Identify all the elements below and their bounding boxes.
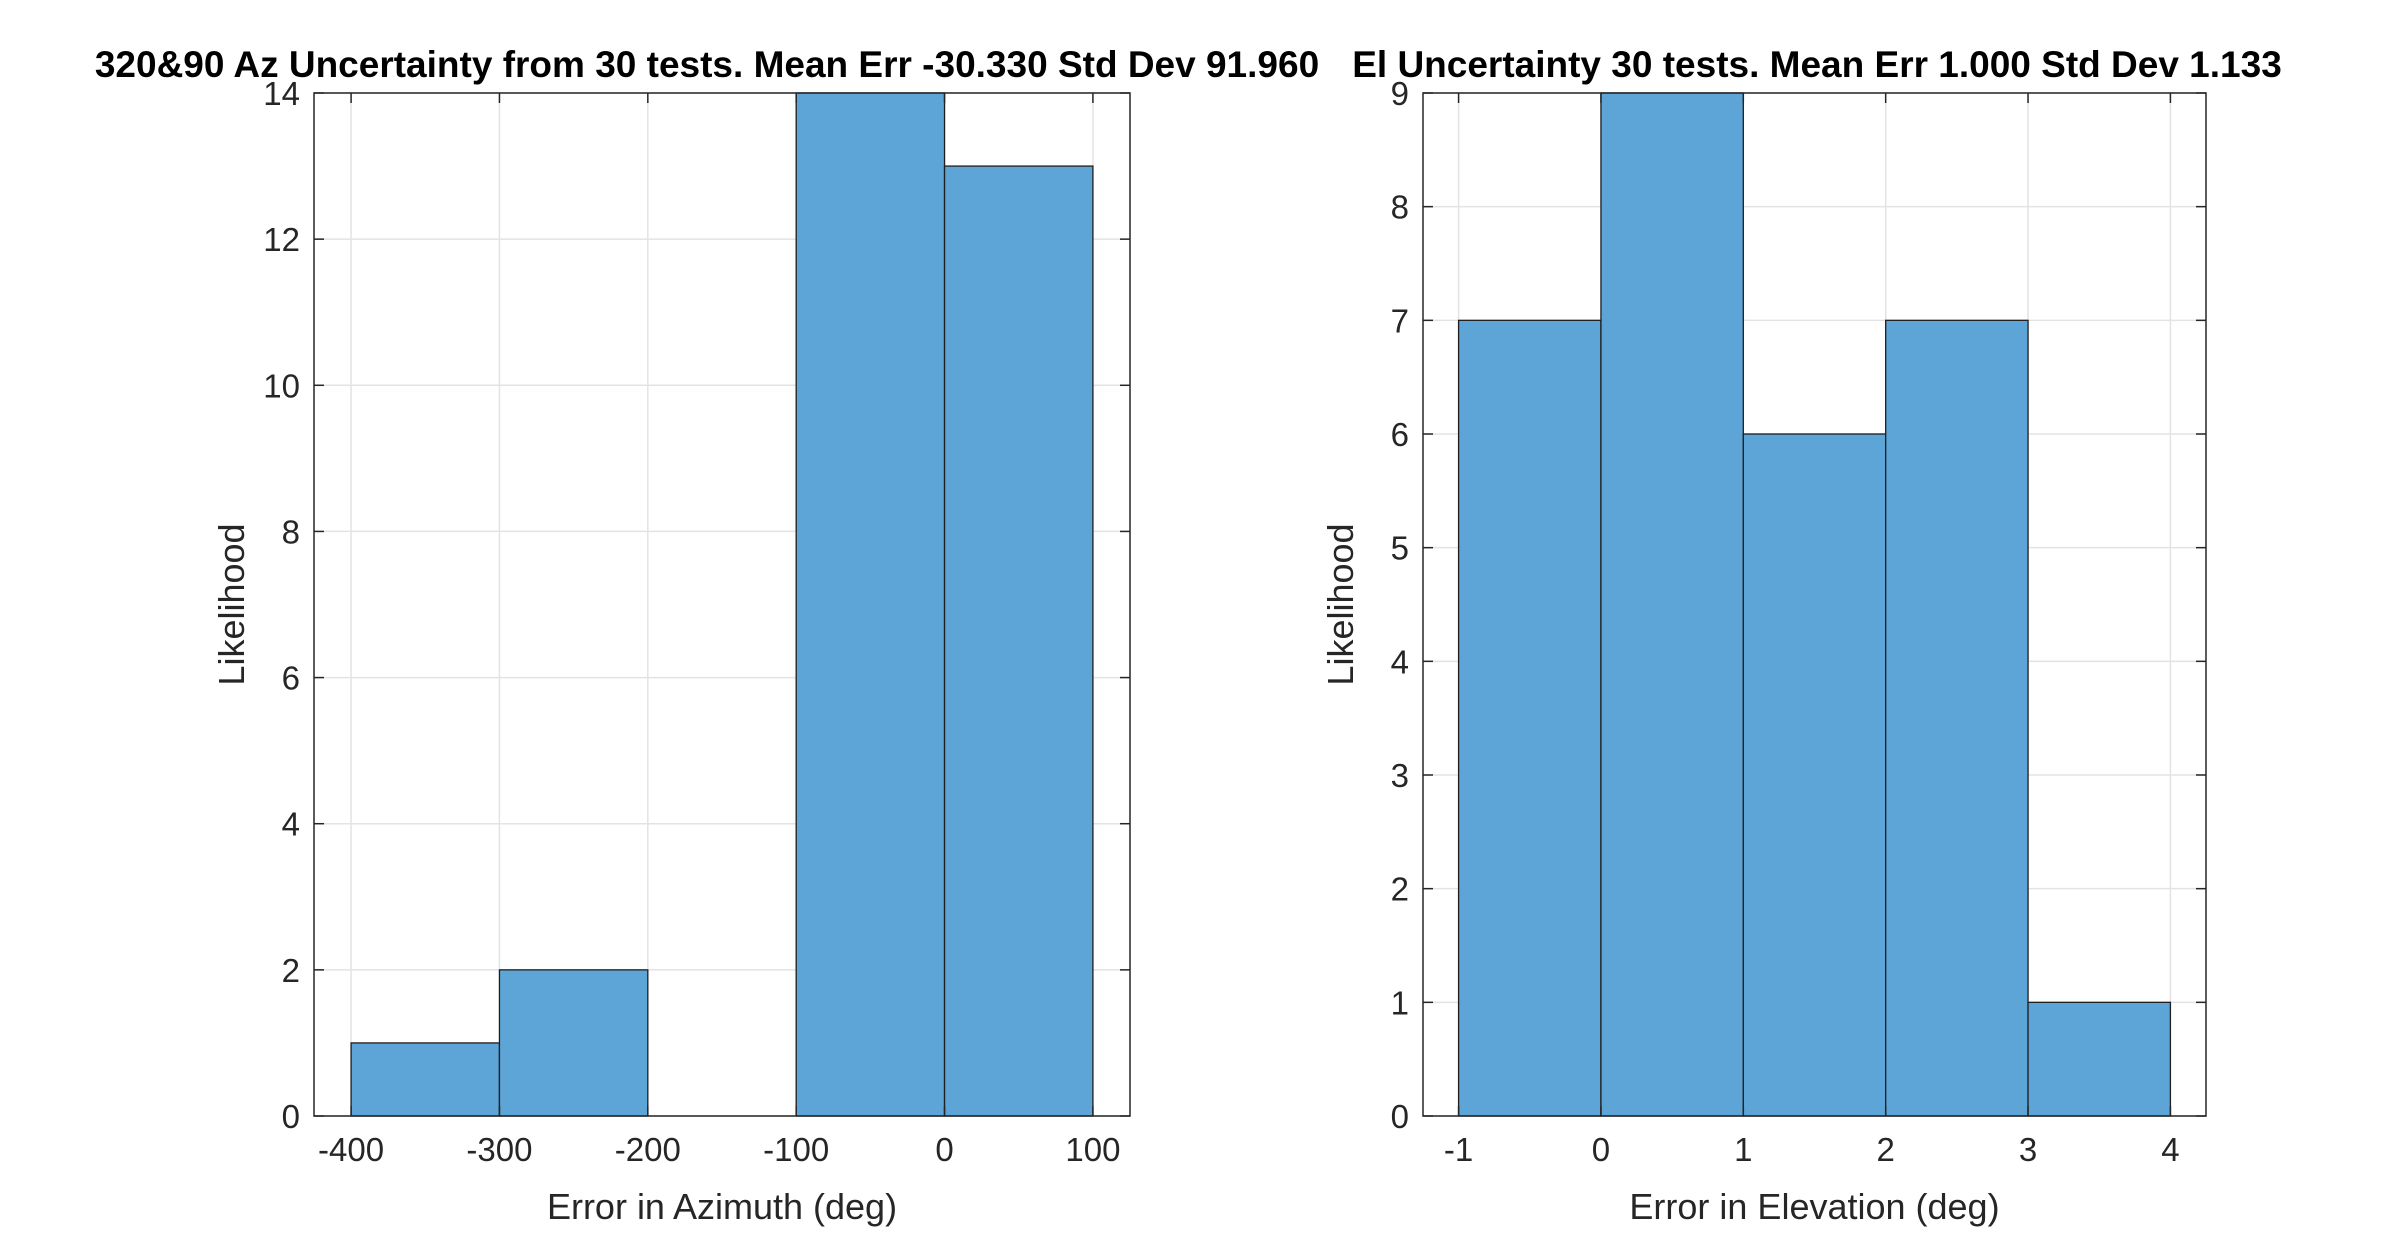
- y-tick-label: 2: [1391, 871, 1409, 908]
- x-tick-label: 2: [1877, 1131, 1895, 1168]
- chart-2: -1 0 1 2 3 4 0 1 2 3 4 5 6 7 8 9 Error in Elevation (deg…: [1320, 44, 2282, 1227]
- histogram-bar: [1742, 433, 1887, 1117]
- y-tick-label: 0: [1391, 1098, 1409, 1135]
- x-tick-label: 3: [2019, 1131, 2037, 1168]
- chart-title: El Uncertainty 30 tests. Mean Err 1.000 …: [1352, 44, 2282, 85]
- y-tick-label: 4: [1391, 643, 1409, 680]
- chart-1: -400 -300 -200 -100 0 100 0 2 4 6 8 10 12 14 Error in …: [95, 44, 1319, 1227]
- y-tick-label: 3: [1391, 757, 1409, 794]
- histogram-bar: [1457, 319, 1602, 1117]
- x-tick-label: 100: [1065, 1131, 1120, 1168]
- histogram-bar: [350, 1042, 501, 1117]
- chart-title: 320&90 Az Uncertainty from 30 tests. Mea…: [95, 44, 1319, 85]
- x-tick-label: 1: [1734, 1131, 1752, 1168]
- y-tick-label: 0: [282, 1098, 300, 1135]
- y-axis-label: Likelihood: [211, 523, 252, 685]
- histogram-bar: [2027, 1001, 2172, 1117]
- x-axis-label: Error in Elevation (deg): [1629, 1186, 1999, 1227]
- y-tick-label: 7: [1391, 302, 1409, 339]
- plot-frame: [313, 92, 1131, 1117]
- y-tick-label: 9: [1391, 75, 1409, 112]
- histogram-bar: [1600, 92, 1744, 1117]
- y-tick-label: 1: [1391, 984, 1409, 1021]
- y-tick-label: 2: [282, 952, 300, 989]
- x-tick-label: -300: [466, 1131, 532, 1168]
- x-tick-label: 0: [935, 1131, 953, 1168]
- x-tick-label: 4: [2161, 1131, 2179, 1168]
- y-tick-label: 12: [263, 221, 300, 258]
- y-tick-label: 10: [263, 367, 300, 404]
- x-axis-label: Error in Azimuth (deg): [547, 1186, 897, 1227]
- histogram-bar: [943, 165, 1094, 1117]
- y-axis-label: Likelihood: [1320, 523, 1361, 685]
- plot-frame: [1422, 92, 2207, 1117]
- y-tick-label: 14: [263, 75, 300, 112]
- x-tick-label: 0: [1592, 1131, 1610, 1168]
- histogram-bar: [795, 92, 946, 1117]
- x-tick-label: -100: [763, 1131, 829, 1168]
- histogram-bar: [1885, 319, 2029, 1117]
- y-tick-label: 6: [1391, 416, 1409, 453]
- x-tick-label: -400: [318, 1131, 384, 1168]
- x-tick-label: -1: [1444, 1131, 1473, 1168]
- x-tick-label: -200: [615, 1131, 681, 1168]
- y-tick-label: 8: [282, 513, 300, 550]
- y-tick-label: 5: [1391, 530, 1409, 567]
- histogram-bar: [498, 969, 649, 1117]
- y-tick-label: 4: [282, 806, 300, 843]
- y-tick-label: 8: [1391, 189, 1409, 226]
- y-tick-label: 6: [282, 660, 300, 697]
